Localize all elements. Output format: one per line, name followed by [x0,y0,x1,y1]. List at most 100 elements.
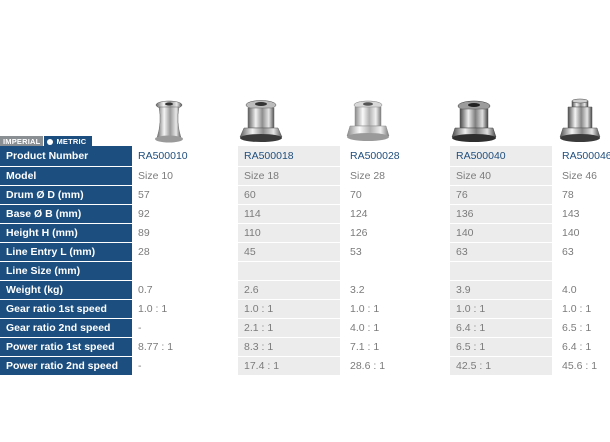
spec-value-cell: 1.0 : 1 [238,299,340,319]
spec-value-cell: 6.5 : 1 [450,337,552,357]
winch-icon [155,100,183,143]
spec-value-cell: 114 [238,204,340,224]
spec-value-cell: 6.5 : 1 [556,318,610,338]
spec-value-cell: 63 [556,242,610,262]
spec-value-cell: 45 [238,242,340,262]
row-label: Weight (kg) [0,280,132,300]
column-gap [340,223,344,243]
column-gap [234,242,238,262]
spec-row-height: Height H (mm) 89 110 126 140 140 [0,223,610,243]
spec-row-drum-diameter: Drum Ø D (mm) 57 60 70 76 78 [0,185,610,205]
column-gap [234,166,238,186]
spec-value-cell: 70 [344,185,446,205]
spec-row-gear-ratio-2nd: Gear ratio 2nd speed -2.1 : 1 4.0 : 1 6.4 :… [0,318,610,338]
column-gap [234,299,238,319]
column-gap [446,146,450,167]
column-gap [446,280,450,300]
row-label: Power ratio 2nd speed [0,356,132,376]
spec-value-cell: 124 [344,204,446,224]
imperial-toggle[interactable]: IMPERIAL [0,136,45,147]
spec-value-cell: 92 [132,204,234,224]
spec-value-cell: 89 [132,223,234,243]
column-gap [340,280,344,300]
spec-value-cell: Size 28 [344,166,446,186]
spec-value-cell [556,261,610,281]
column-gap [552,223,556,243]
spec-value-cell: Size 10 [132,166,234,186]
column-gap [234,356,238,376]
product-image-5[interactable] [551,92,609,144]
spec-value-cell: 2.1 : 1 [238,318,340,338]
spec-value-cell: 1.0 : 1 [132,299,234,319]
spec-value-cell: 0.7 [132,280,234,300]
spec-table: Product Number RA500010 RA500018 RA500028 RA… [0,146,610,376]
spec-value-cell: 63 [450,242,552,262]
spec-value-cell: 28.6 : 1 [344,356,446,376]
column-gap [552,166,556,186]
column-gap [446,261,450,281]
spec-row-power-ratio-2nd: Power ratio 2nd speed -17.4 : 1 28.6 : 1 42… [0,356,610,376]
column-gap [446,166,450,186]
column-gap [446,185,450,205]
column-gap [340,185,344,205]
spec-value-cell: - [132,318,234,338]
spec-value-cell: 6.4 : 1 [556,337,610,357]
column-gap [446,204,450,224]
spec-value-cell: 60 [238,185,340,205]
column-gap [340,166,344,186]
spec-value-cell: 57 [132,185,234,205]
spec-value-cell: 2.6 [238,280,340,300]
spec-value-cell: 136 [450,204,552,224]
column-gap [340,261,344,281]
product-number-cell[interactable]: RA500046 [556,146,610,167]
column-gap [552,204,556,224]
column-gap [234,280,238,300]
spec-value-cell: 78 [556,185,610,205]
product-image-2[interactable] [232,92,290,144]
column-gap [340,242,344,262]
column-gap [446,337,450,357]
product-image-1[interactable] [140,92,198,144]
winch-icon [239,100,283,142]
spec-value-cell: 8.3 : 1 [238,337,340,357]
spec-value-cell: 7.1 : 1 [344,337,446,357]
spec-value-cell: 76 [450,185,552,205]
spec-row-line-entry: Line Entry L (mm) 28 45 53 63 63 [0,242,610,262]
spec-row-weight: Weight (kg) 0.7 2.6 3.2 3.9 4.0 [0,280,610,300]
row-label: Line Entry L (mm) [0,242,132,262]
row-label: Height H (mm) [0,223,132,243]
column-gap [234,185,238,205]
column-gap [340,337,344,357]
spec-value-cell: 3.9 [450,280,552,300]
column-gap [552,242,556,262]
spec-value-cell: 4.0 [556,280,610,300]
column-gap [552,356,556,376]
spec-row-base-diameter: Base Ø B (mm) 92 114 124 136 143 [0,204,610,224]
metric-toggle[interactable]: METRIC [44,136,93,147]
row-label: Power ratio 1st speed [0,337,132,357]
winch-icon [559,98,601,142]
product-number-cell[interactable]: RA500040 [450,146,552,167]
spec-value-cell: Size 18 [238,166,340,186]
product-number-cell[interactable]: RA500010 [132,146,234,167]
product-image-4[interactable] [445,92,503,144]
row-label: Gear ratio 1st speed [0,299,132,319]
product-image-3[interactable] [339,92,397,144]
spec-row-product-number: Product Number RA500010 RA500018 RA500028 RA… [0,146,610,167]
spec-value-cell: 1.0 : 1 [450,299,552,319]
row-label: Gear ratio 2nd speed [0,318,132,338]
spec-value-cell: 126 [344,223,446,243]
column-gap [552,299,556,319]
spec-value-cell [344,261,446,281]
row-label: Product Number [0,146,132,167]
spec-value-cell: - [132,356,234,376]
spec-value-cell [132,261,234,281]
column-gap [340,318,344,338]
column-gap [552,337,556,357]
column-gap [234,261,238,281]
spec-value-cell: 42.5 : 1 [450,356,552,376]
spec-row-line-size: Line Size (mm) [0,261,610,281]
product-number-cell[interactable]: RA500018 [238,146,340,167]
product-number-cell[interactable]: RA500028 [344,146,446,167]
